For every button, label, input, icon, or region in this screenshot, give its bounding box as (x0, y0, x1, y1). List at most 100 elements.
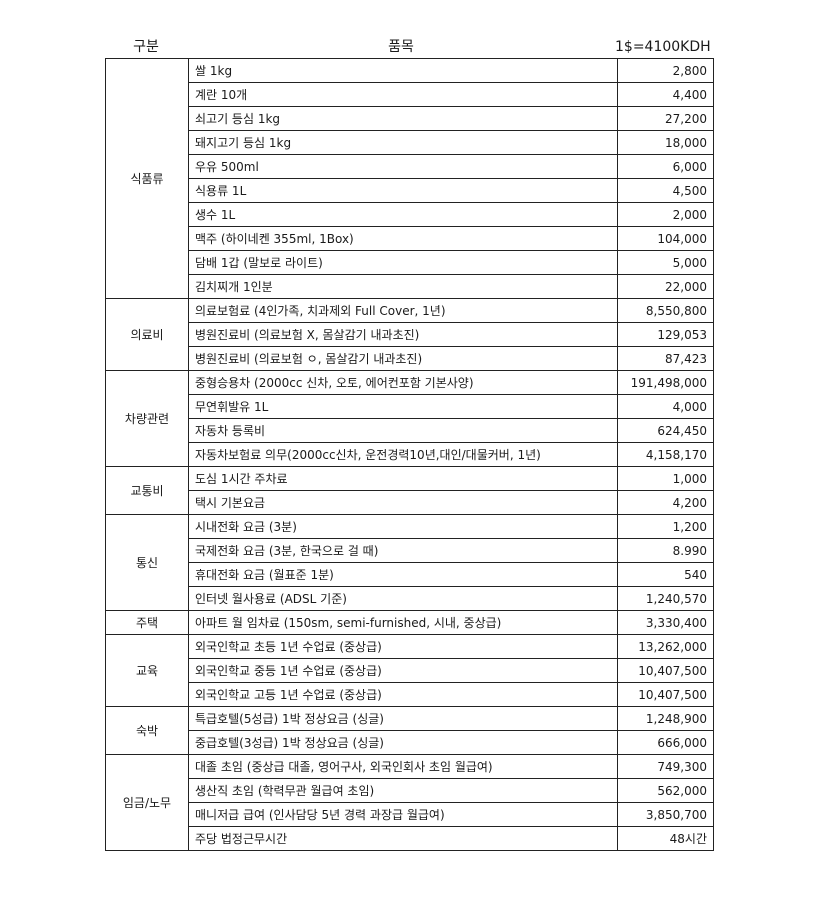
category-cell: 숙박 (105, 706, 189, 755)
item-cell: 중급호텔(3성급) 1박 정상요금 (싱글) (188, 730, 618, 755)
value-cell: 666,000 (617, 730, 714, 755)
value-cell: 3,850,700 (617, 802, 714, 827)
table-row: 생수 1L 2,000 (106, 202, 714, 227)
item-cell: 인터넷 월사용료 (ADSL 기준) (188, 586, 618, 611)
value-cell: 4,500 (617, 178, 714, 203)
column-header-category: 구분 (133, 39, 159, 55)
item-cell: 생수 1L (188, 202, 618, 227)
item-cell: 담배 1갑 (말보로 라이트) (188, 250, 618, 275)
item-cell: 중형승용차 (2000cc 신차, 오토, 에어컨포함 기본사양) (188, 370, 618, 395)
item-cell: 계란 10개 (188, 82, 618, 107)
table-row: 주택 아파트 월 임차료 (150sm, semi-furnished, 시내, … (105, 610, 714, 635)
table-row: 인터넷 월사용료 (ADSL 기준) 1,240,570 (106, 586, 714, 611)
value-cell: 13,262,000 (617, 634, 714, 659)
value-cell: 87,423 (617, 346, 714, 371)
category-cell: 통신 (105, 514, 189, 611)
category-cell: 차량관련 (105, 370, 189, 467)
column-header-item: 품목 (388, 39, 414, 55)
item-cell: 맥주 (하이네켄 355ml, 1Box) (188, 226, 618, 251)
item-cell: 자동차보험료 의무(2000cc신차, 운전경력10년,대인/대물커버, 1년) (188, 442, 618, 467)
table-row: 중급호텔(3성급) 1박 정상요금 (싱글) 666,000 (106, 730, 714, 755)
value-cell: 18,000 (617, 130, 714, 155)
item-cell: 도심 1시간 주차료 (188, 466, 618, 491)
category-cell: 교육 (105, 634, 189, 707)
item-cell: 자동차 등록비 (188, 418, 618, 443)
item-cell: 시내전화 요금 (3분) (188, 514, 618, 539)
value-cell: 8,550,800 (617, 298, 714, 323)
value-cell: 5,000 (617, 250, 714, 275)
value-cell: 48시간 (617, 826, 714, 851)
table-row: 외국인학교 중등 1년 수업료 (중상급) 10,407,500 (106, 658, 714, 683)
item-cell: 국제전화 요금 (3분, 한국으로 걸 때) (188, 538, 618, 563)
value-cell: 1,240,570 (617, 586, 714, 611)
item-cell: 우유 500ml (188, 154, 618, 179)
table-row: 택시 기본요금 4,200 (106, 490, 714, 515)
table-row: 주당 법정근무시간 48시간 (106, 826, 714, 851)
table-row: 우유 500ml 6,000 (106, 154, 714, 179)
value-cell: 22,000 (617, 274, 714, 299)
category-cell: 임금/노무 (105, 754, 189, 851)
category-cell: 주택 (105, 610, 189, 635)
table-row: 담배 1갑 (말보로 라이트) 5,000 (106, 250, 714, 275)
value-cell: 8.990 (617, 538, 714, 563)
category-cell: 식품류 (105, 58, 189, 299)
value-cell: 2,800 (617, 58, 714, 83)
category-cell: 의료비 (105, 298, 189, 371)
table-row: 외국인학교 고등 1년 수업료 (중상급) 10,407,500 (106, 682, 714, 707)
item-cell: 택시 기본요금 (188, 490, 618, 515)
value-cell: 4,400 (617, 82, 714, 107)
table-row: 자동차 등록비 624,450 (106, 418, 714, 443)
table-row: 국제전화 요금 (3분, 한국으로 걸 때) 8.990 (106, 538, 714, 563)
value-cell: 540 (617, 562, 714, 587)
table-row: 매니저급 급여 (인사담당 5년 경력 과장급 월급여) 3,850,700 (106, 802, 714, 827)
value-cell: 104,000 (617, 226, 714, 251)
value-cell: 1,000 (617, 466, 714, 491)
item-cell: 쇠고기 등심 1kg (188, 106, 618, 131)
table-row: 식품류 쌀 1kg 2,800 (105, 58, 714, 299)
item-cell: 병원진료비 (의료보험 ㅇ, 몸살감기 내과초진) (188, 346, 618, 371)
value-cell: 4,158,170 (617, 442, 714, 467)
table-row: 통신 시내전화 요금 (3분) 1,200 (105, 514, 714, 611)
item-cell: 외국인학교 초등 1년 수업료 (중상급) (188, 634, 618, 659)
item-cell: 쌀 1kg (188, 58, 618, 83)
item-cell: 외국인학교 중등 1년 수업료 (중상급) (188, 658, 618, 683)
value-cell: 1,248,900 (617, 706, 714, 731)
table-row: 무연휘발유 1L 4,000 (106, 394, 714, 419)
item-cell: 매니저급 급여 (인사담당 5년 경력 과장급 월급여) (188, 802, 618, 827)
value-cell: 10,407,500 (617, 658, 714, 683)
item-cell: 병원진료비 (의료보험 X, 몸살감기 내과초진) (188, 322, 618, 347)
value-cell: 4,000 (617, 394, 714, 419)
table-row: 임금/노무 대졸 초임 (중상급 대졸, 영어구사, 외국인회사 초임 월급여) 7… (105, 754, 714, 851)
column-header-rate: 1$=4100KDH (615, 39, 711, 55)
value-cell: 1,200 (617, 514, 714, 539)
value-cell: 27,200 (617, 106, 714, 131)
item-cell: 무연휘발유 1L (188, 394, 618, 419)
item-cell: 생산직 초임 (학력무관 월급여 초임) (188, 778, 618, 803)
table-row: 차량관련 중형승용차 (2000cc 신차, 오토, 에어컨포함 기본사양) 191… (105, 370, 714, 467)
item-cell: 특급호텔(5성급) 1박 정상요금 (싱글) (188, 706, 618, 731)
table-row: 자동차보험료 의무(2000cc신차, 운전경력10년,대인/대물커버, 1년)… (106, 442, 714, 467)
category-cell: 교통비 (105, 466, 189, 515)
table-row: 계란 10개 4,400 (106, 82, 714, 107)
value-cell: 3,330,400 (617, 610, 714, 635)
item-cell: 주당 법정근무시간 (188, 826, 618, 851)
table-row: 생산직 초임 (학력무관 월급여 초임) 562,000 (106, 778, 714, 803)
table-row: 교육 외국인학교 초등 1년 수업료 (중상급) 13,262,000 (105, 634, 714, 707)
value-cell: 749,300 (617, 754, 714, 779)
table-row: 병원진료비 (의료보험 X, 몸살감기 내과초진) 129,053 (106, 322, 714, 347)
table-row: 휴대전화 요금 (월표준 1분) 540 (106, 562, 714, 587)
value-cell: 10,407,500 (617, 682, 714, 707)
item-cell: 대졸 초임 (중상급 대졸, 영어구사, 외국인회사 초임 월급여) (188, 754, 618, 779)
table-row: 식용류 1L 4,500 (106, 178, 714, 203)
cost-table: 식품류 쌀 1kg 2,800 계란 10개 4,400 쇠고기 등심 1kg 27,200… (105, 58, 714, 851)
value-cell: 624,450 (617, 418, 714, 443)
item-cell: 휴대전화 요금 (월표준 1분) (188, 562, 618, 587)
item-cell: 돼지고기 등심 1kg (188, 130, 618, 155)
item-cell: 아파트 월 임차료 (150sm, semi-furnished, 시내, 중상… (188, 610, 618, 635)
item-cell: 식용류 1L (188, 178, 618, 203)
value-cell: 129,053 (617, 322, 714, 347)
item-cell: 김치찌개 1인분 (188, 274, 618, 299)
value-cell: 6,000 (617, 154, 714, 179)
table-row: 의료비 의료보험료 (4인가족, 치과제외 Full Cover, 1년) 8,55… (105, 298, 714, 371)
value-cell: 191,498,000 (617, 370, 714, 395)
